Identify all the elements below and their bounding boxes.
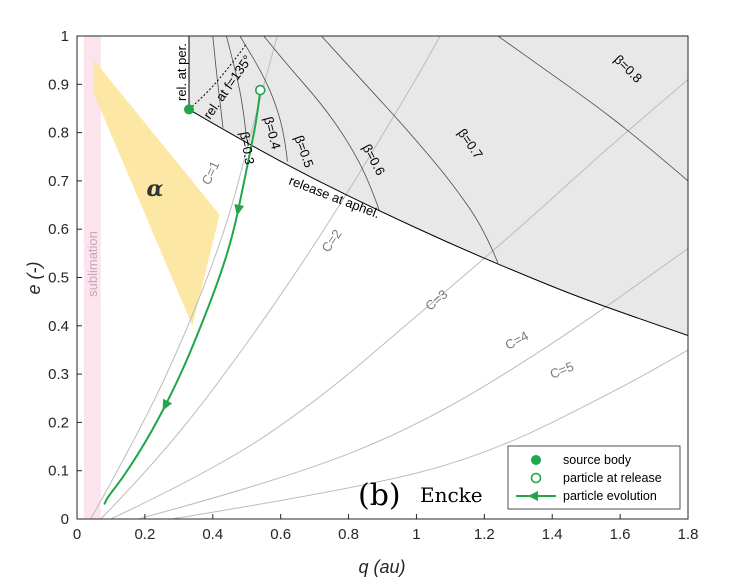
particle-arrow-1 (234, 203, 245, 216)
beta-curve-5 (321, 36, 499, 264)
y-axis: 0 0.1 0.2 0.3 0.4 0.5 0.6 0.7 0.8 0.9 1 (48, 28, 82, 528)
y-tick-label: 0.1 (48, 463, 69, 480)
y-axis-label: e (-) (24, 262, 44, 295)
beta-curve-4 (263, 36, 380, 211)
y-tick-label: 0.3 (48, 366, 69, 383)
beta-curve-6 (497, 36, 688, 182)
legend-release-label: particle at release (563, 471, 662, 485)
x-tick-label: 1.6 (610, 526, 631, 543)
sublimation-band (83, 36, 101, 519)
y-tick-label: 0.2 (48, 414, 69, 431)
beta-curve-2 (226, 36, 248, 140)
y-tick-label: 0.8 (48, 125, 69, 142)
x-axis: 0 0.2 0.4 0.6 0.8 1 1.2 1.4 1.6 1.8 (73, 514, 699, 543)
particle-arrows (162, 203, 245, 411)
legend-evolution-arrow (528, 491, 538, 501)
y-tick-label: 0.4 (48, 318, 69, 335)
alpha-label: α (147, 176, 164, 202)
y-tick-label: 0.7 (48, 173, 69, 190)
x-tick-label: 0.6 (270, 526, 291, 543)
y-tick-label: 1 (61, 28, 69, 45)
sublimation-label: sublimation (85, 231, 100, 297)
beta-label-1: β=0.3 (237, 131, 258, 166)
particle-arrow-2 (162, 398, 173, 411)
c-curve-2 (100, 36, 441, 519)
x-tick-label: 1 (412, 526, 420, 543)
source-body-marker (184, 104, 195, 115)
beta-curve-3 (239, 36, 288, 162)
x-tick-label: 1.4 (542, 526, 563, 543)
x-tick-label: 1.8 (678, 526, 699, 543)
y-tick-label: 0.6 (48, 221, 69, 238)
release-135-curve (188, 42, 248, 110)
legend-evolution-label: particle evolution (563, 489, 657, 503)
legend-release-marker (530, 472, 542, 484)
legend: source body particle at release particle… (507, 445, 681, 510)
y-tick-label: 0.5 (48, 270, 69, 287)
legend-source-label: source body (563, 453, 632, 467)
x-tick-label: 0 (73, 526, 81, 543)
x-tick-label: 0.4 (202, 526, 223, 543)
c-curves (90, 36, 688, 519)
beta-curves (212, 36, 688, 264)
particle-evolution-line (103, 89, 262, 505)
alpha-region (94, 60, 220, 326)
c-curve-5 (171, 349, 688, 519)
x-axis-label: q (au) (358, 557, 405, 577)
panel-label: (b) Encke (358, 478, 483, 513)
panel-name: Encke (420, 483, 483, 507)
c-curve-3 (110, 79, 688, 519)
x-tick-label: 0.2 (134, 526, 155, 543)
x-tick-label: 1.2 (474, 526, 495, 543)
panel-mark: (b) (358, 478, 401, 513)
y-tick-label: 0 (61, 511, 69, 528)
y-tick-label: 0.9 (48, 76, 69, 93)
beta-curve-1 (212, 36, 224, 128)
shaded-region (189, 36, 688, 336)
release-perihelion-label: rel. at per. (174, 43, 189, 101)
legend-source-marker (531, 455, 541, 465)
release-aphelion-curve (188, 108, 688, 336)
particle-release-marker (254, 84, 266, 96)
x-tick-label: 0.8 (338, 526, 359, 543)
c-curve-4 (137, 248, 688, 519)
